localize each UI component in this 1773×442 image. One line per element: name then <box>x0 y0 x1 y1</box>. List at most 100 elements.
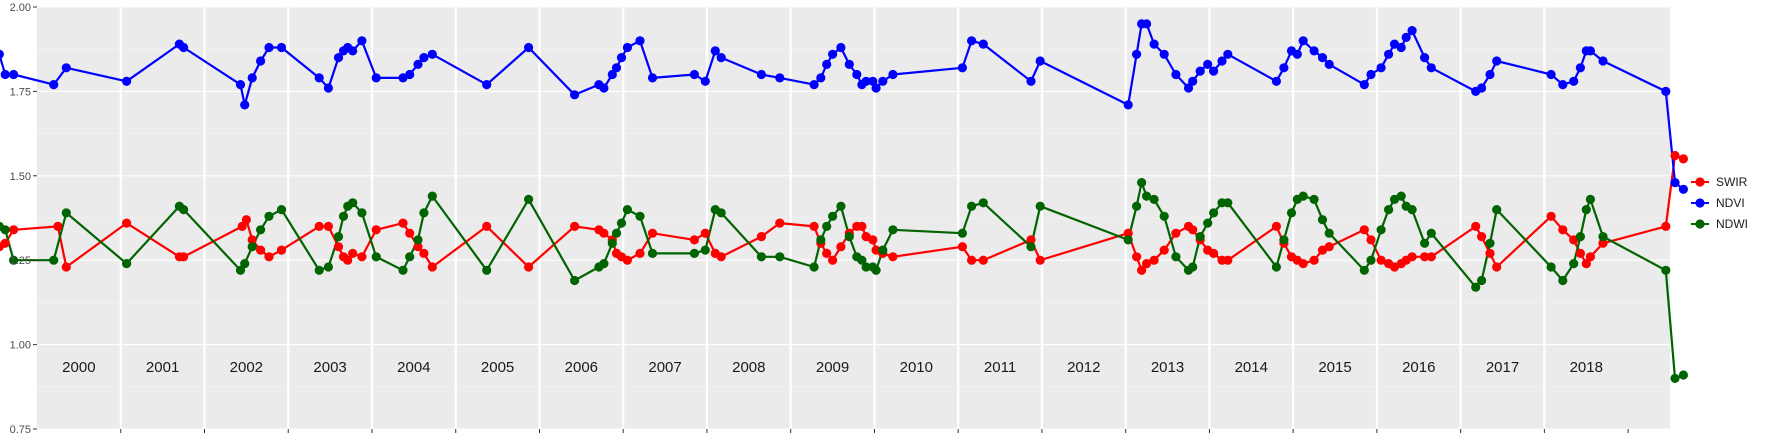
data-point-swir <box>9 225 19 235</box>
data-point-ndvi <box>49 80 59 90</box>
data-point-ndwi <box>405 252 415 262</box>
data-point-swir <box>419 248 429 258</box>
data-point-ndvi <box>427 49 437 59</box>
data-point-ndvi <box>0 49 4 59</box>
data-point-ndwi <box>1396 191 1406 201</box>
data-point-ndwi <box>1309 194 1319 204</box>
data-point-ndvi <box>616 53 627 63</box>
data-point-ndwi <box>844 232 854 242</box>
data-point-swir <box>1678 154 1688 164</box>
data-point-swir <box>1575 248 1585 258</box>
data-point-ndwi <box>482 265 492 275</box>
data-point-ndvi <box>1324 59 1334 69</box>
data-point-ndwi <box>49 255 59 265</box>
data-point-ndvi <box>1309 46 1319 56</box>
data-point-ndvi <box>256 56 266 66</box>
data-point-ndwi <box>240 259 250 269</box>
data-point-ndvi <box>1426 63 1436 73</box>
data-point-swir <box>323 221 333 231</box>
data-point-ndvi <box>1678 184 1688 194</box>
data-point-swir <box>1581 259 1591 269</box>
data-point-ndvi <box>333 53 344 63</box>
data-point-swir <box>647 228 658 238</box>
data-point-ndvi <box>1298 36 1308 46</box>
data-point-ndwi <box>700 245 710 255</box>
data-point-swir <box>1492 262 1502 272</box>
data-point-swir <box>482 221 492 231</box>
data-point-ndvi <box>413 59 423 69</box>
data-point-swir <box>343 255 353 265</box>
data-point-ndwi <box>1209 208 1219 218</box>
data-point-ndvi <box>1585 46 1595 56</box>
data-point-swir <box>775 218 785 228</box>
data-point-ndvi <box>235 80 246 90</box>
data-point-swir <box>122 218 132 228</box>
data-point-ndwi <box>1203 218 1213 228</box>
data-point-swir <box>413 242 423 252</box>
data-point-ndvi <box>1376 63 1386 73</box>
data-point-ndvi <box>1195 66 1205 76</box>
data-point-ndvi <box>1366 69 1376 80</box>
data-point-swir <box>828 255 838 265</box>
data-point-swir <box>1407 252 1417 262</box>
data-point-swir <box>179 252 189 262</box>
data-point-ndwi <box>978 198 988 208</box>
data-point-ndvi <box>1384 49 1394 59</box>
legend-label: SWIR <box>1716 175 1748 189</box>
data-point-ndwi <box>611 228 622 238</box>
data-point-ndwi <box>348 198 358 208</box>
data-point-ndwi <box>1279 235 1289 245</box>
data-point-ndvi <box>816 73 826 83</box>
data-point-ndvi <box>348 46 358 56</box>
data-point-swir <box>1426 252 1436 262</box>
data-point-ndwi <box>607 238 617 248</box>
data-point-swir <box>427 262 437 272</box>
data-point-swir <box>1223 255 1233 265</box>
data-point-ndwi <box>0 225 10 235</box>
data-point-ndvi <box>607 69 617 80</box>
data-point-ndvi <box>9 69 19 80</box>
data-point-ndwi <box>524 194 534 204</box>
data-point-ndwi <box>1485 238 1495 248</box>
data-point-ndvi <box>1149 39 1159 49</box>
data-point-ndvi <box>700 76 710 86</box>
data-point-ndvi <box>1035 56 1045 66</box>
data-point-ndvi <box>61 63 71 73</box>
data-point-ndwi <box>822 221 832 231</box>
legend-key-point <box>1695 219 1705 229</box>
data-point-swir <box>1035 255 1045 265</box>
data-point-ndwi <box>235 265 246 275</box>
year-label: 2011 <box>984 359 1016 376</box>
data-point-ndvi <box>957 63 968 73</box>
data-point-ndwi <box>1585 194 1595 204</box>
data-point-swir <box>635 248 645 258</box>
data-point-ndvi <box>122 76 132 86</box>
data-point-ndwi <box>1569 259 1579 269</box>
data-point-swir <box>247 235 257 245</box>
x-axis <box>120 429 1629 433</box>
y-tick-label: 1.50 <box>10 171 31 183</box>
data-point-ndwi <box>635 211 645 221</box>
data-point-ndvi <box>1223 49 1233 59</box>
data-point-ndwi <box>1298 191 1308 201</box>
data-point-swir <box>888 252 898 262</box>
data-point-ndwi <box>1359 265 1369 275</box>
data-point-ndwi <box>1132 201 1142 211</box>
data-point-ndvi <box>1188 76 1198 86</box>
data-point-swir <box>1271 221 1281 231</box>
data-point-ndvi <box>1359 80 1369 90</box>
data-point-swir <box>314 221 324 231</box>
data-point-swir <box>348 248 358 258</box>
data-point-ndvi <box>1477 83 1487 93</box>
data-point-ndvi <box>710 46 720 56</box>
data-point-swir <box>716 252 726 262</box>
data-point-ndvi <box>240 100 250 110</box>
data-point-ndvi <box>756 69 767 80</box>
data-point-ndvi <box>828 49 838 59</box>
data-point-ndwi <box>861 262 871 272</box>
data-point-swir <box>1171 228 1181 238</box>
major-gridlines <box>37 6 1670 430</box>
data-point-swir <box>1546 211 1556 221</box>
data-point-swir <box>241 215 251 225</box>
